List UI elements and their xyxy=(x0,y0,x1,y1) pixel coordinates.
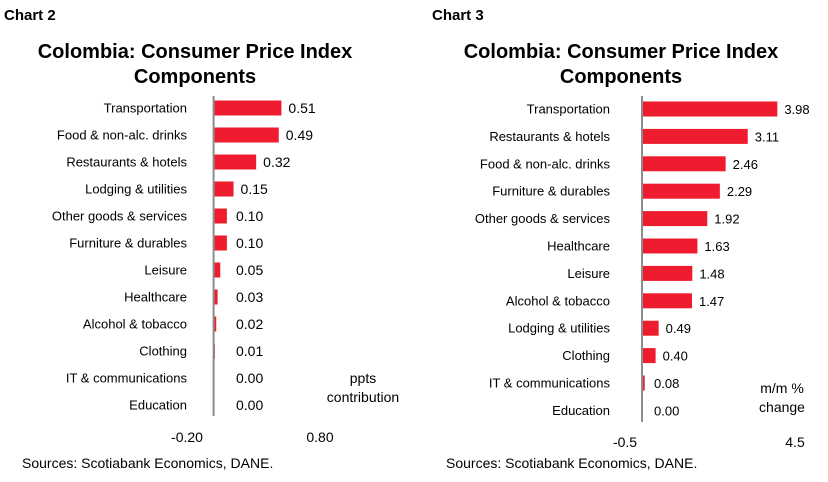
chart-3-bar xyxy=(642,320,659,336)
chart-3-category-label: IT & communications xyxy=(489,376,611,391)
chart-3-category-label: Education xyxy=(552,403,610,418)
chart-3-category-label: Other goods & services xyxy=(475,211,611,226)
chart-2-tick-label-min: -0.20 xyxy=(171,429,203,445)
chart-3-category-label: Restaurants & hotels xyxy=(489,129,610,144)
chart-2-category-label: Alcohol & tobacco xyxy=(83,317,187,332)
chart-2-label: Chart 2 xyxy=(4,7,56,24)
chart-2-bar xyxy=(213,208,227,224)
chart-3-bar xyxy=(642,101,778,117)
chart-3-panel: Chart 3 Colombia: Consumer Price Index C… xyxy=(414,0,828,482)
chart-2-value-label: 0.49 xyxy=(286,127,313,143)
chart-3-value-label: 2.46 xyxy=(733,157,758,172)
chart-2-source: Sources: Scotiabank Economics, DANE. xyxy=(22,455,274,471)
chart-2-category-label: Transportation xyxy=(104,101,187,116)
chart-3-bar xyxy=(642,265,693,281)
chart-3-value-label: 1.92 xyxy=(714,212,739,227)
chart-2-bar xyxy=(213,154,257,170)
chart-2-category-label: Healthcare xyxy=(124,290,187,305)
chart-2-title-line-1: Colombia: Consumer Price Index xyxy=(37,41,353,63)
chart-3-tick-label-min: -0.5 xyxy=(613,434,637,450)
chart-3-category-label: Alcohol & tobacco xyxy=(506,293,610,308)
chart-3-category-label: Transportation xyxy=(527,102,610,117)
chart-3-bar xyxy=(642,128,748,144)
chart-2-category-label: IT & communications xyxy=(66,371,188,386)
chart-2-title: Colombia: Consumer Price Index Component… xyxy=(0,40,402,90)
chart-3-value-label: 3.98 xyxy=(784,102,809,117)
chart-3-category-label: Food & non-alc. drinks xyxy=(480,156,611,171)
chart-2-value-label: 0.10 xyxy=(236,235,263,251)
chart-3-tick-label-max: 4.5 xyxy=(785,434,805,450)
chart-2-bar xyxy=(213,235,227,251)
chart-2-plot: Transportation 0.51 Food & non-alc. drinks… xyxy=(52,96,399,445)
chart-3-value-label: 1.47 xyxy=(699,294,724,309)
chart-3-bar xyxy=(642,238,698,254)
chart-2-value-label: 0.00 xyxy=(236,370,263,386)
chart-2-value-label: 0.00 xyxy=(236,397,263,413)
chart-3-value-label: 2.29 xyxy=(727,184,752,199)
chart-2-bar xyxy=(213,100,282,116)
chart-2-unit-label: ppts xyxy=(350,370,376,386)
chart-2-unit-label: contribution xyxy=(327,389,399,405)
chart-3-category-label: Healthcare xyxy=(547,239,610,254)
chart-3-bar xyxy=(642,183,720,199)
chart-3-title-line-2: Components xyxy=(559,66,683,88)
chart-2-category-label: Other goods & services xyxy=(52,209,188,224)
chart-2-tick-label-max: 0.80 xyxy=(306,429,333,445)
chart-2-bar xyxy=(213,127,279,143)
chart-2-value-label: 0.03 xyxy=(236,289,263,305)
chart-3-category-label: Lodging & utilities xyxy=(508,321,610,336)
chart-3-bar xyxy=(642,293,692,309)
chart-3-bar xyxy=(642,211,708,227)
chart-3-unit-label: change xyxy=(759,399,805,415)
chart-3-category-label: Clothing xyxy=(562,348,610,363)
chart-2-title-line-2: Components xyxy=(133,66,257,88)
chart-2-category-label: Restaurants & hotels xyxy=(66,155,187,170)
chart-3-value-label: 0.49 xyxy=(666,321,691,336)
chart-3-category-label: Leisure xyxy=(567,266,610,281)
chart-2-bar xyxy=(213,181,234,197)
chart-2-bar xyxy=(213,316,217,332)
chart-3-source: Sources: Scotiabank Economics, DANE. xyxy=(446,455,698,471)
chart-3-bar xyxy=(642,156,726,172)
chart-3-category-label: Furniture & durables xyxy=(492,184,610,199)
chart-2-value-label: 0.05 xyxy=(236,262,263,278)
chart-3-plot: Transportation 3.98 Restaurants & hotels 3.… xyxy=(475,96,810,450)
chart-2-value-label: 0.15 xyxy=(241,181,268,197)
chart-2-bar xyxy=(213,289,218,305)
chart-3-title: Colombia: Consumer Price Index Component… xyxy=(414,40,828,90)
chart-3-label: Chart 3 xyxy=(432,7,484,24)
chart-2-value-label: 0.51 xyxy=(288,100,315,116)
chart-2-bar xyxy=(213,262,221,278)
chart-2-category-label: Lodging & utilities xyxy=(85,182,187,197)
chart-3-value-label: 0.00 xyxy=(654,403,679,418)
chart-3-value-label: 1.63 xyxy=(704,239,729,254)
chart-2-value-label: 0.01 xyxy=(236,343,263,359)
chart-2-category-label: Food & non-alc. drinks xyxy=(57,128,188,143)
chart-2-category-label: Education xyxy=(129,398,187,413)
chart-2-category-label: Clothing xyxy=(139,344,187,359)
chart-3-value-label: 0.40 xyxy=(663,349,688,364)
chart-2-value-label: 0.32 xyxy=(263,154,290,170)
chart-2-value-label: 0.10 xyxy=(236,208,263,224)
chart-2-category-label: Leisure xyxy=(144,263,187,278)
chart-2-category-label: Furniture & durables xyxy=(69,236,187,251)
chart-3-value-label: 1.48 xyxy=(699,266,724,281)
chart-3-bar xyxy=(642,375,645,391)
chart-3-bar xyxy=(642,348,656,364)
chart-3-unit-label: m/m % xyxy=(760,380,804,396)
chart-2-panel: Chart 2 Colombia: Consumer Price Index C… xyxy=(0,7,402,471)
chart-2-value-label: 0.02 xyxy=(236,316,263,332)
chart-3-value-label: 0.08 xyxy=(654,376,679,391)
chart-3-title-line-1: Colombia: Consumer Price Index xyxy=(463,41,779,63)
chart-3-value-label: 3.11 xyxy=(755,129,779,144)
